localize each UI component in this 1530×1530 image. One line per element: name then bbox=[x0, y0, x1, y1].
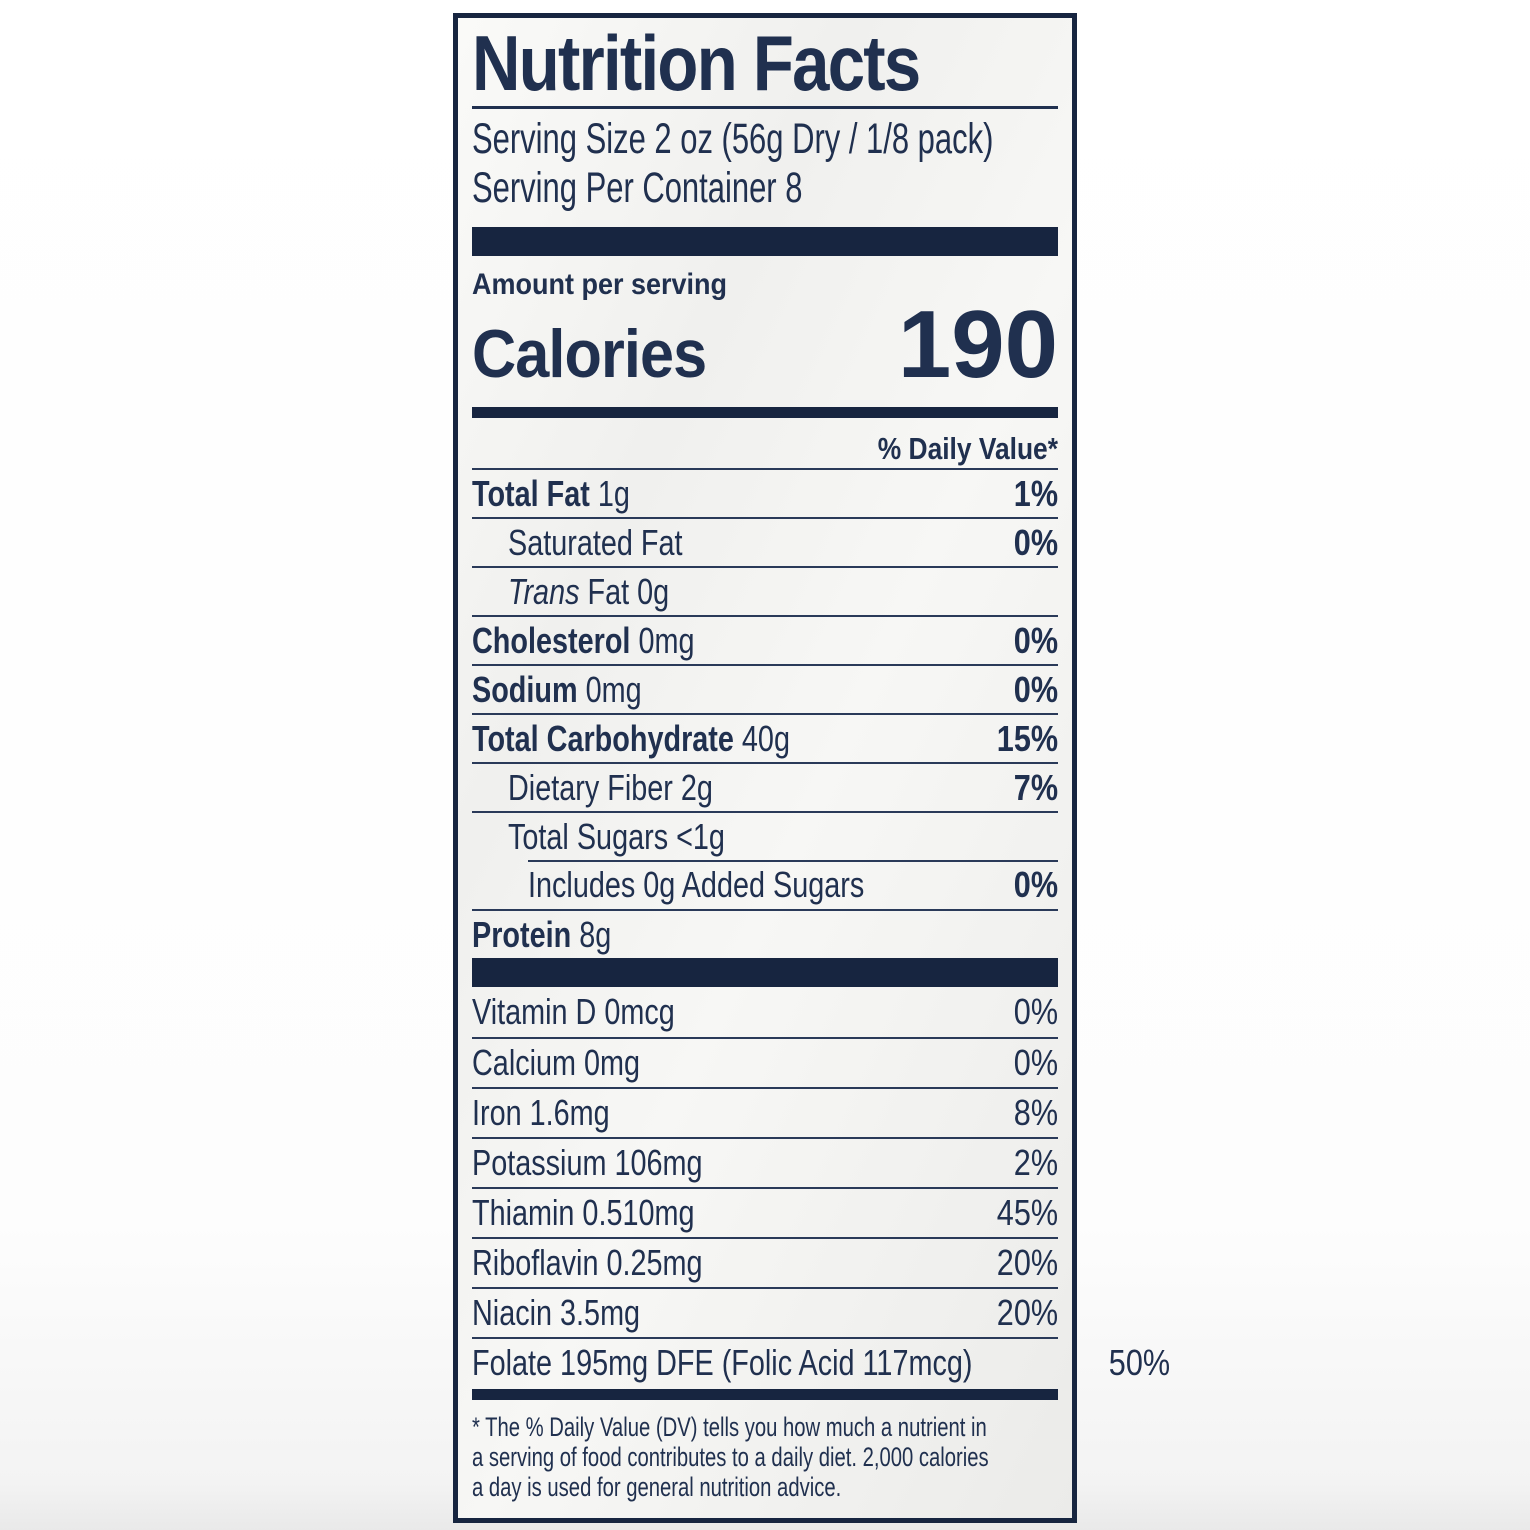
vitamin-name: Niacin 3.5mg bbox=[472, 1292, 641, 1333]
nutrient-name: Total Sugars <1g bbox=[472, 816, 779, 858]
nutrient-daily-value: 0% bbox=[1013, 863, 1058, 905]
nutrient-rows: Total Fat 1g 1% Saturated Fat 0% Trans Fat 0… bbox=[472, 468, 1058, 958]
nutrient-daily-value: 7% bbox=[1013, 766, 1058, 808]
vitamin-rows: Vitamin D 0mcg 0% Calcium 0mg 0% Iron 1.6mg 8… bbox=[472, 987, 1170, 1387]
nutrient-daily-value: 0% bbox=[1013, 668, 1058, 710]
nutrient-name-text: Total Sugars bbox=[508, 815, 669, 857]
calories-value: 190 bbox=[897, 291, 1058, 398]
serving-size-text: Serving Size 2 oz (56g Dry / 1/8 pack) bbox=[472, 115, 994, 163]
nutrient-row: Cholesterol 0mg 0% bbox=[472, 615, 1058, 664]
nutrient-name-text: Cholesterol bbox=[472, 619, 631, 661]
nutrient-name-text: Saturated Fat bbox=[508, 521, 683, 563]
nutrient-row: Total Fat 1g 1% bbox=[472, 468, 1058, 517]
footnote-line: * The % Daily Value (DV) tells you how m… bbox=[472, 1412, 987, 1442]
nutrient-amount: 0mg bbox=[585, 668, 642, 710]
label-title: Nutrition Facts bbox=[472, 22, 1058, 104]
amount-per-serving-text: Amount per serving bbox=[472, 268, 728, 301]
nutrient-name: Total Carbohydrate 40g bbox=[472, 718, 869, 760]
nutrient-name-text: Total Carbohydrate bbox=[472, 717, 734, 759]
nutrition-facts-label: Nutrition Facts Serving Size 2 oz (56g D… bbox=[453, 13, 1170, 1523]
nutrient-name-text: Includes 0g Added Sugars bbox=[528, 863, 865, 905]
vitamin-row: Calcium 0mg 0% bbox=[472, 1037, 1058, 1087]
nutrient-name-italic: Trans bbox=[508, 570, 580, 612]
nutrient-amount: 8g bbox=[579, 913, 612, 955]
footnote: * The % Daily Value (DV) tells you how m… bbox=[472, 1400, 1058, 1518]
nutrient-name-text: Dietary Fiber bbox=[508, 766, 673, 808]
nutrient-name: Dietary Fiber 2g bbox=[472, 767, 764, 809]
servings-per-container-text: Serving Per Container 8 bbox=[472, 164, 803, 212]
vitamin-row: Thiamin 0.510mg 45% bbox=[472, 1187, 1058, 1237]
label-title-text: Nutrition Facts bbox=[472, 19, 921, 107]
nutrient-amount: <1g bbox=[676, 815, 725, 857]
nutrient-name-text: Protein bbox=[472, 913, 572, 955]
vitamin-row: Vitamin D 0mcg 0% bbox=[472, 987, 1058, 1037]
calories-divider-bar bbox=[472, 407, 1058, 418]
nutrient-row: Total Carbohydrate 40g 15% bbox=[472, 713, 1058, 762]
section-bar-middle bbox=[472, 958, 1058, 987]
nutrient-amount: 40g bbox=[741, 717, 790, 759]
nutrient-row: Protein 8g bbox=[472, 909, 1058, 958]
vitamin-daily-value: 45% bbox=[996, 1192, 1058, 1233]
calories-label: Calories bbox=[472, 316, 707, 392]
nutrient-daily-value: 1% bbox=[1013, 472, 1058, 514]
vitamin-name: Folate 195mg DFE (Folic Acid 117mcg) bbox=[472, 1342, 973, 1383]
nutrient-daily-value: 0% bbox=[1013, 521, 1058, 563]
nutrient-name: Sodium 0mg bbox=[472, 669, 684, 711]
daily-value-header: % Daily Value* bbox=[877, 431, 1058, 466]
vitamin-name: Iron 1.6mg bbox=[472, 1092, 610, 1133]
nutrient-row: Saturated Fat 0% bbox=[472, 517, 1058, 566]
section-bar-top bbox=[472, 227, 1058, 256]
nutrient-name-text: Total Fat bbox=[472, 472, 590, 514]
nutrient-name: Cholesterol 0mg bbox=[472, 620, 750, 662]
nutrient-row: Trans Fat 0g bbox=[472, 566, 1058, 615]
footnote-divider-bar bbox=[472, 1389, 1058, 1400]
servings-per-container-line: Serving Per Container 8 bbox=[472, 164, 1058, 213]
nutrient-amount: 0mg bbox=[638, 619, 695, 661]
nutrient-name-text: Fat bbox=[587, 570, 630, 612]
vitamin-daily-value: 8% bbox=[1013, 1092, 1058, 1133]
vitamin-row: Folate 195mg DFE (Folic Acid 117mcg) 50% bbox=[472, 1337, 1170, 1387]
nutrient-name-text: Sodium bbox=[472, 668, 578, 710]
amount-per-serving: Amount per serving bbox=[472, 268, 1058, 302]
vitamin-name: Thiamin 0.510mg bbox=[472, 1192, 695, 1233]
nutrient-daily-value: 15% bbox=[996, 717, 1058, 759]
nutrient-row: Includes 0g Added Sugars 0% bbox=[472, 860, 1058, 909]
nutrient-name: Saturated Fat bbox=[472, 522, 726, 564]
vitamin-name: Vitamin D 0mcg bbox=[472, 991, 675, 1032]
nutrient-amount: 0g bbox=[637, 570, 670, 612]
vitamin-row: Iron 1.6mg 8% bbox=[472, 1087, 1058, 1137]
vitamin-daily-value: 2% bbox=[1013, 1142, 1058, 1183]
vitamin-name: Riboflavin 0.25mg bbox=[472, 1242, 703, 1283]
nutrient-row: Sodium 0mg 0% bbox=[472, 664, 1058, 713]
vitamin-daily-value: 20% bbox=[996, 1242, 1058, 1283]
vitamin-row: Niacin 3.5mg 20% bbox=[472, 1287, 1058, 1337]
serving-size-line: Serving Size 2 oz (56g Dry / 1/8 pack) bbox=[472, 115, 1058, 164]
nutrient-name: Trans Fat 0g bbox=[472, 571, 709, 613]
vitamin-daily-value: 50% bbox=[1108, 1342, 1170, 1383]
nutrient-row: Dietary Fiber 2g 7% bbox=[472, 762, 1058, 811]
nutrient-name: Protein 8g bbox=[472, 914, 646, 956]
calories-row: Calories 190 bbox=[472, 291, 1058, 398]
vitamin-row: Potassium 106mg 2% bbox=[472, 1137, 1058, 1187]
vitamin-row: Riboflavin 0.25mg 20% bbox=[472, 1237, 1058, 1287]
nutrient-daily-value: 0% bbox=[1013, 619, 1058, 661]
footnote-line: a serving of food contributes to a daily… bbox=[472, 1442, 989, 1472]
nutrient-row: Total Sugars <1g bbox=[472, 811, 1058, 860]
vitamin-daily-value: 0% bbox=[1013, 1042, 1058, 1083]
nutrient-amount: 1g bbox=[597, 472, 630, 514]
nutrient-name: Total Fat 1g bbox=[472, 473, 669, 515]
vitamin-name: Potassium 106mg bbox=[472, 1142, 703, 1183]
nutrient-name: Includes 0g Added Sugars bbox=[472, 864, 948, 906]
vitamin-daily-value: 20% bbox=[996, 1292, 1058, 1333]
vitamin-daily-value: 0% bbox=[1013, 991, 1058, 1032]
vitamin-name: Calcium 0mg bbox=[472, 1042, 641, 1083]
title-divider bbox=[472, 106, 1058, 109]
footnote-line: a day is used for general nutrition advi… bbox=[472, 1472, 842, 1502]
nutrient-amount: 2g bbox=[680, 766, 713, 808]
